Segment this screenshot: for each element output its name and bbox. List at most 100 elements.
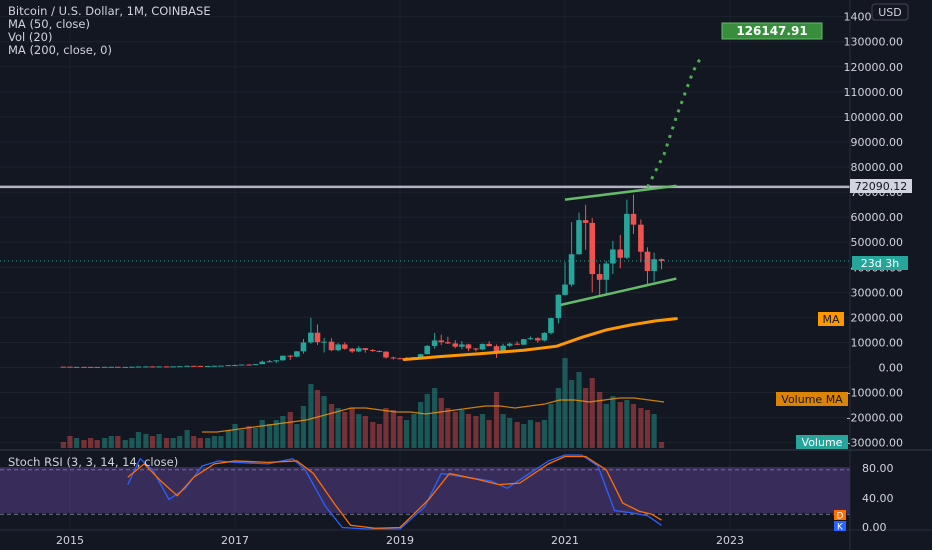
candle	[294, 351, 300, 358]
candle	[424, 344, 431, 355]
candle	[300, 338, 307, 354]
volume-bar	[314, 390, 321, 448]
candle	[246, 364, 252, 366]
volume-bar	[370, 422, 376, 448]
candle-body	[184, 365, 190, 367]
candle	[534, 337, 541, 343]
candle-body	[582, 220, 589, 223]
candle-body	[308, 332, 314, 343]
volume-bar	[342, 412, 348, 448]
volume-bar	[548, 404, 554, 448]
candle-body	[562, 284, 568, 295]
currency-button[interactable]	[871, 3, 909, 21]
volume-bar	[521, 424, 527, 448]
candle	[225, 365, 232, 367]
candle-body	[108, 366, 115, 368]
candle	[589, 218, 596, 293]
candle-body	[383, 351, 389, 358]
stoch-d-badge	[834, 510, 846, 520]
stoch-tick-40: 40.00	[862, 492, 894, 505]
candle-body	[479, 343, 486, 350]
volume-bar	[576, 372, 582, 448]
volume-bar	[94, 440, 100, 448]
candle	[252, 364, 259, 366]
candle	[479, 343, 486, 351]
candle	[73, 366, 80, 368]
resistance-value: 72090.12	[855, 180, 908, 193]
candle	[486, 341, 492, 347]
volume-bar	[479, 414, 486, 448]
volume-bar	[232, 424, 238, 448]
overlays	[0, 56, 850, 361]
x-tick-label: 2015	[56, 534, 84, 547]
candle	[308, 317, 314, 344]
volume-bar	[411, 414, 417, 448]
volume-bar	[473, 416, 479, 448]
x-tick-label: 2023	[716, 534, 744, 547]
candle-body	[232, 365, 238, 367]
y-tick-label: 110000.00	[844, 86, 904, 99]
volume-bar	[335, 408, 341, 448]
candle-body	[73, 366, 80, 368]
candle-body	[252, 364, 259, 366]
candle	[280, 355, 286, 361]
stoch-rsi-lines	[127, 454, 662, 530]
candle	[582, 204, 589, 250]
volume-bar	[397, 416, 403, 448]
candle-body	[603, 263, 610, 280]
volume-badge	[796, 435, 848, 449]
volume-bar	[239, 430, 245, 448]
candle-body	[500, 345, 506, 352]
candle-body	[122, 366, 129, 368]
volume-bar	[452, 412, 458, 448]
candle-body	[390, 357, 397, 359]
candle	[287, 354, 294, 360]
volume-bar	[184, 430, 190, 448]
candle	[355, 346, 362, 353]
candle	[576, 212, 582, 255]
candle	[218, 365, 224, 367]
candle	[143, 366, 149, 368]
candle-body	[417, 354, 424, 358]
candle	[562, 262, 568, 296]
volume-bar	[583, 388, 589, 448]
volume-bar	[156, 434, 162, 448]
candle-body	[328, 341, 335, 351]
volume-bar	[259, 420, 265, 448]
volume-bar	[135, 432, 142, 448]
volume-badge-label: Volume	[802, 436, 843, 449]
candle-body	[369, 349, 376, 351]
volume-bar	[321, 396, 327, 448]
time-axis: 2015 2017 2019 2021 2023	[56, 534, 744, 547]
candle	[197, 365, 204, 367]
candle	[87, 366, 94, 368]
candle-body	[246, 364, 252, 366]
volume-bar	[191, 436, 197, 448]
volume-bar	[624, 400, 630, 448]
candle	[328, 338, 335, 352]
currency-label: USD	[878, 6, 902, 19]
volume-bar	[108, 436, 114, 448]
candle	[238, 364, 245, 366]
candle-body	[176, 366, 183, 368]
candle-body	[355, 348, 362, 352]
x-tick-label: 2021	[551, 534, 579, 547]
volume-bar	[527, 420, 533, 448]
candle	[596, 264, 603, 296]
ma200-line	[402, 317, 678, 361]
volume-bar	[459, 410, 465, 448]
volume-bar	[630, 404, 637, 448]
candle-body	[170, 366, 176, 368]
volume-bar	[225, 430, 231, 448]
candle	[94, 366, 101, 368]
candle-body	[238, 364, 245, 366]
candle	[211, 365, 218, 367]
candle-body	[473, 348, 479, 350]
chart-title: Bitcoin / U.S. Dollar, 1M, COINBASE	[8, 4, 211, 18]
volume-bar	[362, 416, 368, 448]
candle-body	[266, 361, 273, 363]
candle	[624, 199, 630, 259]
y-tick-label: 50000.00	[851, 236, 904, 249]
candle	[60, 366, 67, 368]
